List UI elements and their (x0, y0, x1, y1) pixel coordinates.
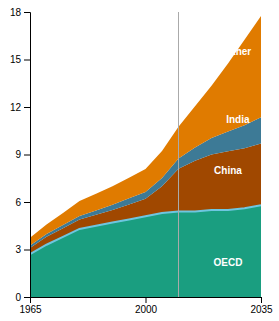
y-tick-label: 6 (15, 197, 21, 208)
y-tick: 3 (15, 244, 30, 255)
y-axis: 0 3 6 9 12 15 18 (10, 7, 31, 303)
x-tick: 1965 (19, 297, 42, 315)
x-axis: 1965 2000 2035 (19, 297, 273, 315)
y-tick-mark (24, 297, 30, 298)
area (30, 143, 261, 254)
plot-area (30, 12, 261, 297)
y-tick-mark (24, 60, 30, 61)
annotation: Other (225, 46, 252, 57)
x-tick: 2035 (250, 297, 273, 315)
area (30, 16, 261, 246)
y-tick-mark (24, 250, 30, 251)
y-tick-label: 15 (10, 54, 22, 65)
y-tick: 0 (15, 292, 30, 303)
x-tick-label: 2035 (250, 304, 273, 315)
x-axis-line (31, 298, 262, 304)
annotations: Other India China OECD (214, 46, 252, 268)
annotation: India (226, 114, 250, 125)
y-tick: 18 (10, 7, 30, 18)
y-tick: 9 (15, 149, 30, 160)
y-tick-mark (24, 155, 30, 156)
y-tick-label: 18 (10, 7, 22, 18)
y-tick-label: 9 (15, 149, 21, 160)
x-tick: 2000 (135, 297, 158, 315)
y-tick-mark (24, 12, 30, 13)
x-tick-mark (146, 297, 147, 303)
x-tick-label: 1965 (19, 304, 42, 315)
chart: 1965 2000 2035 0 3 6 9 12 15 18 Other India China OEC… (0, 0, 279, 321)
y-tick-mark (24, 107, 30, 108)
y-tick-label: 3 (15, 244, 21, 255)
y-tick-mark (24, 202, 30, 203)
x-tick-mark (261, 297, 262, 303)
y-tick: 12 (10, 102, 30, 113)
y-tick-label: 0 (15, 292, 21, 303)
annotation: China (214, 165, 242, 176)
y-tick: 6 (15, 197, 30, 208)
y-axis-line (24, 13, 31, 298)
x-tick-label: 2000 (135, 304, 158, 315)
y-tick: 15 (10, 54, 30, 65)
line (30, 205, 261, 254)
y-tick-label: 12 (10, 102, 22, 113)
vertical-line (178, 12, 179, 297)
annotation: OECD (214, 257, 243, 268)
